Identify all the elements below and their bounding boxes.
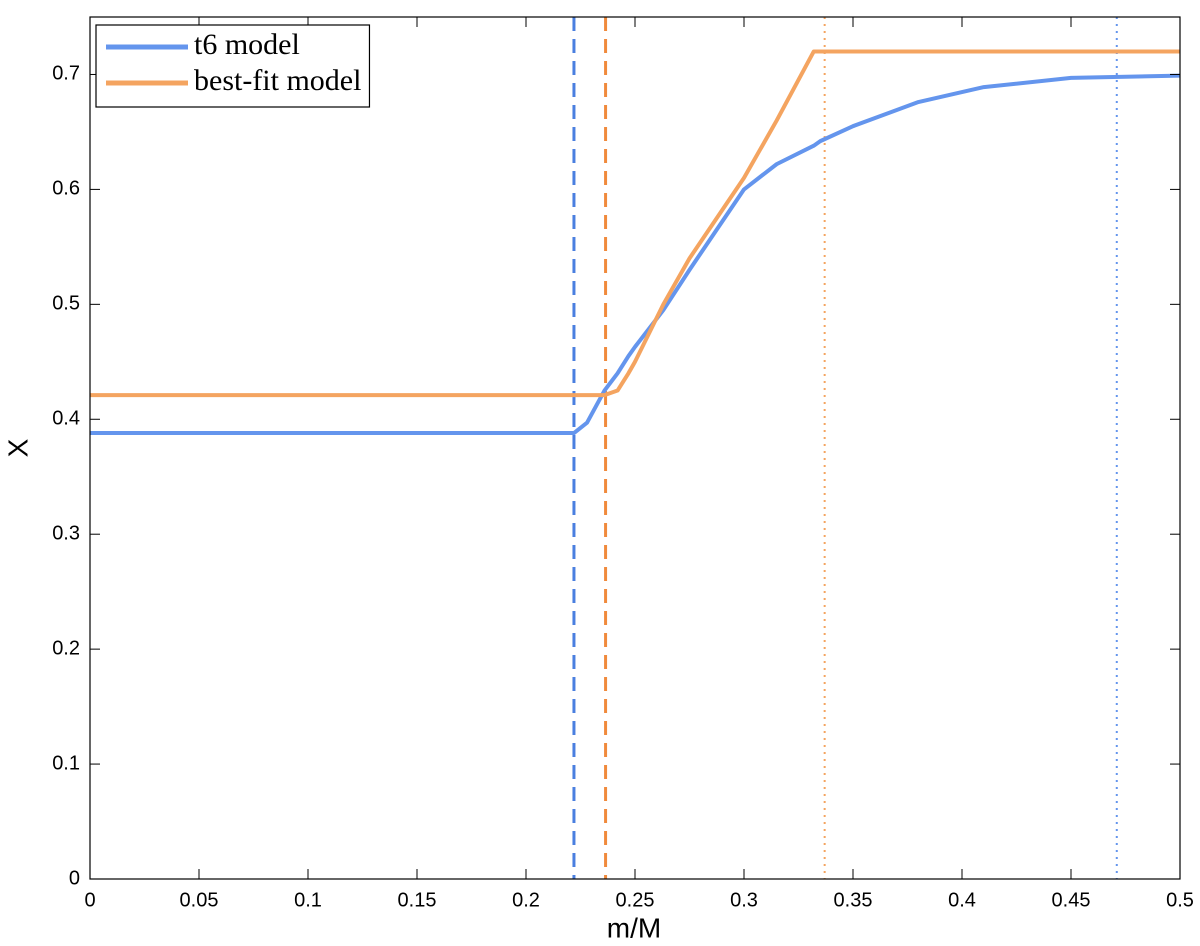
x-tick-label: 0.2 [512,889,540,911]
y-tick-label: 0.6 [52,178,80,200]
x-tick-label: 0.4 [948,889,976,911]
series-line [90,49,1180,398]
y-tick-label: 0.3 [52,522,80,544]
legend-box [95,24,371,108]
y-tick-label: 0.5 [52,293,80,315]
plot-frame [89,16,1181,880]
x-tick-label: 0.3 [730,889,758,911]
x-tick-label: 0 [84,889,95,911]
x-tick-label: 0.25 [616,889,655,911]
x-axis-label: m/M [607,912,661,943]
y-tick-label: 0.7 [52,63,80,85]
x-tick-label: 0.35 [834,889,873,911]
x-tick-label: 0.45 [1052,889,1091,911]
series-line [90,73,1181,436]
y-tick-label: 0.2 [52,637,80,659]
x-tick-label: 0.1 [294,889,322,911]
x-tick-label: 0.5 [1166,889,1194,911]
y-tick-label: 0.4 [52,408,80,430]
x-tick-label: 0.05 [180,889,219,911]
y-tick-label: 0 [69,867,80,889]
y-axis-label: X [2,438,33,457]
x-tick-label: 0.15 [398,889,437,911]
legend-label: best-fit model [194,64,361,97]
y-tick-label: 0.1 [52,752,80,774]
legend-label: t6 model [194,28,300,61]
